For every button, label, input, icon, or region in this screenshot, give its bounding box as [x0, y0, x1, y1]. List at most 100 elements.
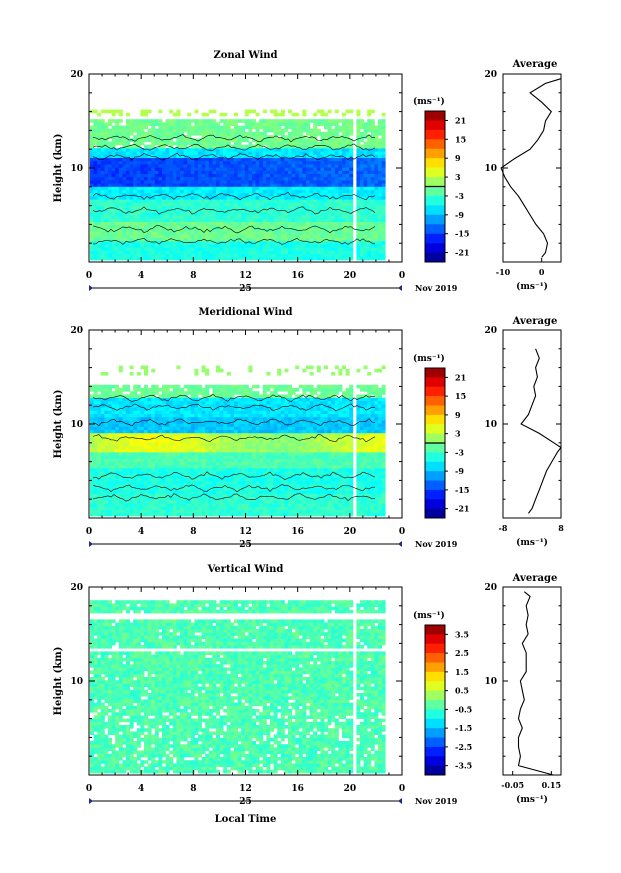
- colorbar-step: [425, 756, 445, 766]
- colorbar-step: [425, 186, 445, 197]
- colorbar-step: [425, 489, 445, 500]
- colorbar-tick-label: 1.5: [455, 667, 469, 677]
- colorbar-tick-label: 3: [455, 429, 461, 439]
- average-x-tick-label: -0.05: [501, 780, 524, 790]
- colorbar-tick-label: 3.5: [455, 629, 469, 639]
- average-y-tick-label: 20: [484, 326, 497, 336]
- colorbar-step: [425, 205, 445, 216]
- average-x-tick-label: -10: [496, 267, 511, 277]
- x-tick-label: 8: [190, 784, 196, 794]
- colorbar: (ms⁻¹) 21 15 9 3 -3 -9 -15 -21: [413, 96, 469, 263]
- panel-0: Zonal Wind 10 20 Height (km) 0 4 8 12 16 20 0 25 Nov…: [53, 50, 562, 294]
- date-day-label: 25: [239, 284, 252, 294]
- x-tick-label: 0: [86, 271, 92, 281]
- colorbar: (ms⁻¹) 21 15 9 3 -3 -9 -15 -21: [413, 353, 469, 519]
- colorbar-step: [425, 414, 445, 425]
- colorbar-step: [425, 671, 445, 682]
- average-line: [500, 78, 562, 258]
- date-day-label: 25: [239, 797, 252, 807]
- panel-title: Vertical Wind: [207, 564, 284, 575]
- colorbar-step: [425, 167, 445, 178]
- colorbar-tick-label: 2.5: [455, 648, 469, 658]
- y-tick-label: 10: [70, 420, 83, 430]
- colorbar-step: [425, 681, 445, 691]
- colorbar-tick-label: 9: [455, 153, 461, 163]
- x-tick-label: 8: [190, 527, 196, 537]
- colorbar-step: [425, 471, 445, 481]
- date-axis-end-marker: [398, 285, 402, 291]
- date-axis-start-marker: [89, 541, 93, 547]
- y-axis-label: Height (km): [53, 390, 64, 459]
- colorbar-unit: (ms⁻¹): [413, 96, 445, 107]
- colorbar-step: [425, 129, 445, 140]
- colorbar-step: [425, 700, 445, 710]
- average-line: [520, 348, 562, 514]
- x-tick-label: 20: [344, 271, 357, 281]
- average-frame: [502, 329, 562, 519]
- colorbar-tick-label: 21: [455, 372, 466, 382]
- colorbar-step: [425, 461, 445, 472]
- colorbar-tick-label: 3: [455, 172, 461, 182]
- date-axis-start-marker: [89, 798, 93, 804]
- colorbar-tick-label: 21: [455, 115, 466, 125]
- x-tick-label: 20: [344, 527, 357, 537]
- x-tick-label: 0: [399, 527, 405, 537]
- average-y-tick-label: 20: [484, 70, 497, 80]
- colorbar-step: [425, 653, 445, 663]
- heatmap-cells: [90, 365, 386, 517]
- colorbar-step: [425, 158, 445, 168]
- colorbar-tick-label: 0.5: [455, 686, 469, 696]
- colorbar-tick-label: -0.5: [455, 704, 472, 714]
- average-y-tick-label: 10: [484, 677, 497, 687]
- panel-2: Vertical Wind 10 20 Height (km) 0 4 8 12 16 20 0 25…: [53, 564, 562, 825]
- x-tick-label: 12: [239, 271, 252, 281]
- colorbar-step: [425, 195, 445, 206]
- colorbar-tick-label: -21: [455, 248, 469, 258]
- y-tick-label: 10: [70, 164, 83, 174]
- colorbar-step: [425, 433, 445, 444]
- panel-title: Zonal Wind: [213, 50, 277, 61]
- y-tick-label: 20: [70, 583, 83, 593]
- x-tick-label: 16: [291, 527, 304, 537]
- x-tick-label: 0: [86, 527, 92, 537]
- colorbar-tick-label: -9: [455, 466, 464, 476]
- average-x-label: (ms⁻¹): [516, 537, 548, 548]
- average-profile: Average 10 20 -10 0 (ms⁻¹): [484, 59, 562, 292]
- colorbar-step: [425, 139, 445, 150]
- colorbar-unit: (ms⁻¹): [413, 353, 445, 364]
- colorbar-step: [425, 368, 445, 378]
- x-tick-label: 8: [190, 271, 196, 281]
- x-tick-label: 0: [86, 784, 92, 794]
- colorbar-step: [425, 443, 445, 453]
- y-tick-label: 10: [70, 677, 83, 687]
- y-axis-label: Height (km): [53, 647, 64, 716]
- x-tick-label: 0: [399, 784, 405, 794]
- heatmap-cells: [90, 600, 386, 774]
- zero-contours: [92, 134, 376, 245]
- x-tick-label: 0: [399, 271, 405, 281]
- colorbar-step: [425, 728, 445, 738]
- x-tick-label: 12: [239, 784, 252, 794]
- average-x-tick-label: 8: [558, 523, 564, 533]
- colorbar-step: [425, 746, 445, 757]
- colorbar-tick-label: -15: [455, 229, 469, 239]
- average-x-tick-label: 0: [539, 267, 545, 277]
- heatmap-cells: [90, 109, 386, 261]
- average-title: Average: [512, 316, 558, 327]
- x-tick-label: 20: [344, 784, 357, 794]
- colorbar-tick-label: 15: [455, 134, 466, 144]
- average-frame: [502, 586, 562, 776]
- colorbar-step: [425, 718, 445, 729]
- x-tick-label: 4: [138, 271, 144, 281]
- average-x-tick-label: -8: [499, 523, 508, 533]
- average-frame: [502, 73, 562, 263]
- colorbar-tick-label: -2.5: [455, 742, 472, 752]
- x-axis-label: Local Time: [215, 814, 277, 825]
- colorbar-step: [425, 643, 445, 654]
- x-tick-label: 12: [239, 527, 252, 537]
- colorbar-step: [425, 396, 445, 406]
- colorbar-step: [425, 508, 445, 519]
- colorbar-step: [425, 765, 445, 776]
- colorbar-step: [425, 243, 445, 253]
